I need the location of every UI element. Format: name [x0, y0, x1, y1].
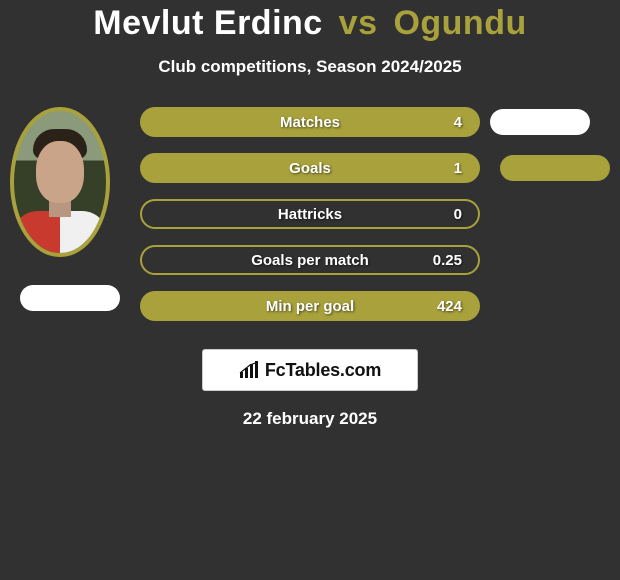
stat-label: Hattricks: [278, 206, 342, 223]
stat-row-min-per-goal: Min per goal 424: [140, 291, 480, 321]
stat-value: 1: [454, 160, 462, 177]
source-badge[interactable]: FcTables.com: [202, 349, 418, 391]
stat-row-goals: Goals 1: [140, 153, 480, 183]
stat-value: 0.25: [433, 252, 462, 269]
stat-row-matches: Matches 4: [140, 107, 480, 137]
avatar-shirt: [12, 211, 108, 257]
stats-column: Matches 4 Goals 1 Hattricks 0 Goals per …: [140, 107, 480, 337]
left-column: [0, 107, 140, 311]
stat-row-hattricks: Hattricks 0: [140, 199, 480, 229]
player1-avatar: [10, 107, 110, 257]
stat-label: Goals per match: [251, 252, 369, 269]
source-label: FcTables.com: [265, 360, 381, 381]
stat-label: Min per goal: [266, 298, 354, 315]
right-stat-pill-1: [490, 109, 590, 135]
title-vs: vs: [339, 4, 378, 42]
avatar-head: [36, 141, 84, 203]
title-player2: Ogundu: [393, 4, 526, 42]
stat-value: 4: [454, 114, 462, 131]
stat-value: 424: [437, 298, 462, 315]
page-root: Mevlut Erdinc vs Ogundu Club competition…: [0, 0, 620, 429]
right-stat-pill-2: [500, 155, 610, 181]
footer-date: 22 february 2025: [0, 409, 620, 429]
page-title: Mevlut Erdinc vs Ogundu: [0, 4, 620, 43]
stat-label: Matches: [280, 114, 340, 131]
right-column: [480, 107, 620, 181]
left-stat-pill: [20, 285, 120, 311]
stat-row-goals-per-match: Goals per match 0.25: [140, 245, 480, 275]
title-player1: Mevlut Erdinc: [93, 4, 322, 42]
comparison-content: Matches 4 Goals 1 Hattricks 0 Goals per …: [0, 107, 620, 337]
stat-value: 0: [454, 206, 462, 223]
stat-label: Goals: [289, 160, 331, 177]
chart-bars-icon: [239, 361, 261, 379]
subtitle: Club competitions, Season 2024/2025: [0, 57, 620, 77]
